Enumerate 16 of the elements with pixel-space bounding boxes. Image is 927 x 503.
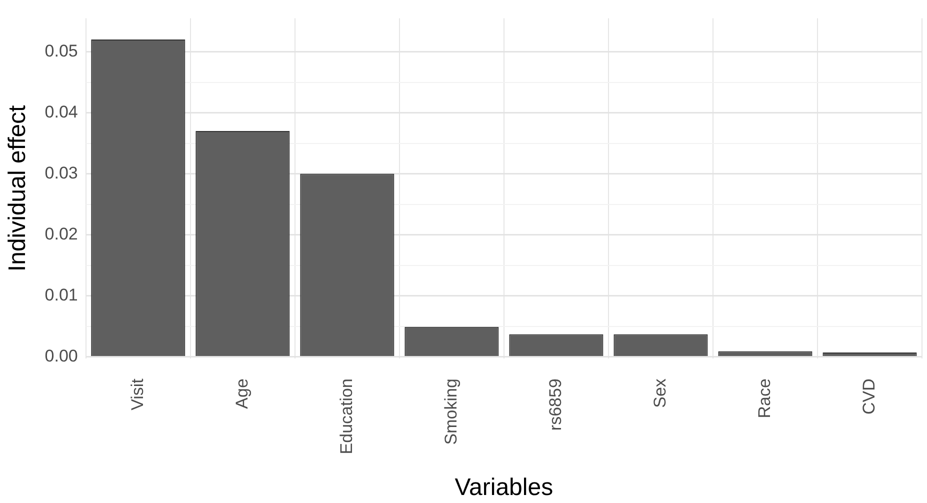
y-tick-label: 0.05 bbox=[44, 41, 78, 60]
y-tick-label: 0.00 bbox=[44, 346, 78, 366]
x-tick-label: Education bbox=[336, 378, 356, 454]
x-tick-label: Smoking bbox=[441, 378, 460, 445]
y-axis-title: Individual effect bbox=[4, 104, 32, 272]
x-axis-title: Variables bbox=[454, 474, 554, 502]
x-tick-label: Race bbox=[754, 378, 774, 418]
y-tick-label: 0.01 bbox=[44, 285, 78, 304]
y-tick-label: 0.02 bbox=[44, 224, 78, 244]
x-tick-label: Visit bbox=[128, 378, 147, 410]
x-tick-label: rs6859 bbox=[546, 378, 565, 431]
x-tick-label: Sex bbox=[650, 378, 670, 408]
y-tick-label: 0.03 bbox=[44, 163, 78, 182]
x-tick-label: Age bbox=[232, 378, 252, 409]
y-tick-label: 0.04 bbox=[44, 102, 78, 122]
x-tick-label: CVD bbox=[859, 378, 878, 414]
